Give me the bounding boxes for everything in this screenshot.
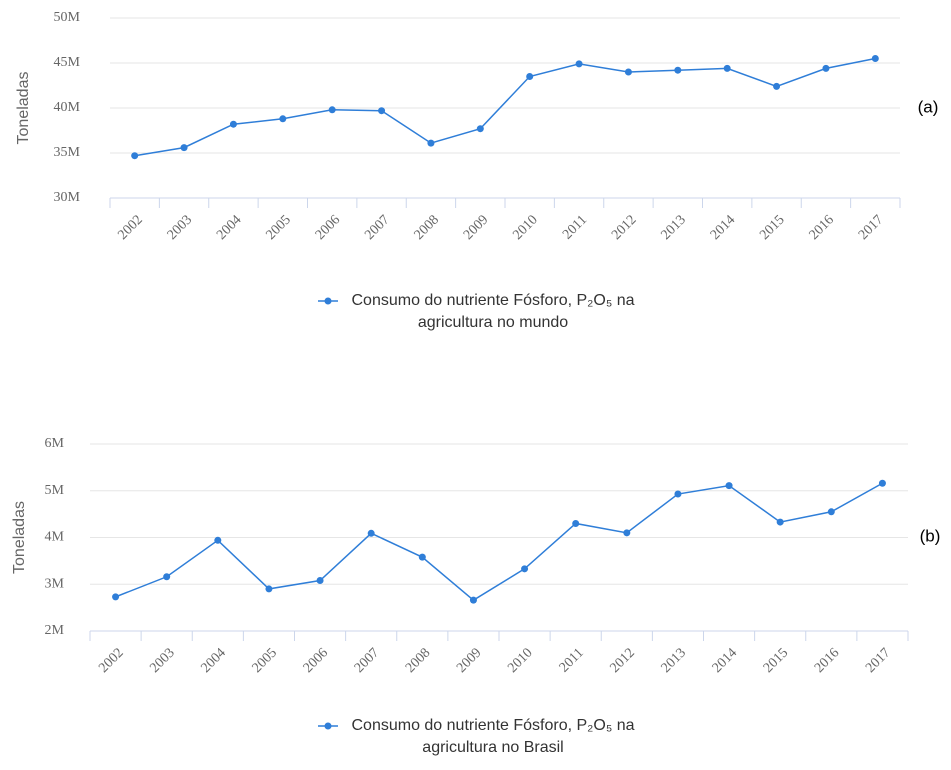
x-tick-label: 2004: [199, 645, 229, 675]
data-point: [265, 585, 273, 593]
x-tick-label: 2006: [301, 645, 331, 675]
data-point: [131, 152, 139, 160]
data-point: [575, 60, 583, 68]
y-tick-label: 3M: [45, 576, 65, 591]
x-tick-label: 2011: [557, 645, 587, 675]
legend-marker: [318, 297, 338, 305]
x-tick-label: 2011: [560, 212, 590, 242]
data-point: [328, 106, 336, 114]
y-axis-label: Toneladas: [15, 72, 32, 145]
data-point: [723, 64, 731, 72]
x-tick-label: 2007: [362, 212, 392, 242]
y-tick-label: 4M: [45, 530, 65, 545]
x-tick-label: 2014: [710, 645, 740, 675]
data-point: [427, 139, 435, 147]
data-point: [725, 482, 733, 490]
data-point: [822, 64, 830, 72]
data-point: [776, 518, 784, 526]
x-tick-label: 2016: [807, 212, 837, 242]
y-tick-label: 40M: [54, 100, 81, 115]
x-tick-label: 2007: [352, 645, 382, 675]
x-tick-label: 2009: [454, 645, 484, 675]
series-line: [115, 482, 883, 602]
data-point: [316, 577, 324, 585]
x-tick-label: 2008: [412, 212, 442, 242]
x-tick-label: 2008: [403, 645, 433, 675]
data-point: [674, 66, 682, 74]
data-point: [878, 479, 886, 487]
x-tick-label: 2002: [115, 212, 145, 242]
data-point: [773, 82, 781, 90]
data-point: [214, 536, 222, 544]
x-tick-label: 2002: [96, 645, 126, 675]
x-tick-label: 2006: [313, 212, 343, 242]
data-point: [624, 68, 632, 76]
x-tick-label: 2010: [510, 212, 540, 242]
x-tick-label: 2012: [608, 645, 638, 675]
data-point: [112, 593, 120, 601]
x-tick-label: 2015: [761, 645, 791, 675]
data-point: [279, 115, 287, 123]
data-point: [469, 596, 477, 604]
legend-dot: [324, 297, 332, 305]
legend-text: Consumo do nutriente Fósforo, P₂O₅ na ag…: [351, 292, 635, 331]
data-point: [526, 73, 534, 80]
y-tick-label: 2M: [45, 623, 65, 638]
x-tick-label: 2005: [250, 645, 280, 675]
data-point: [378, 107, 386, 115]
x-tick-label: 2016: [812, 645, 842, 675]
data-point: [827, 508, 835, 516]
y-tick-label: 50M: [54, 10, 81, 25]
data-point: [476, 125, 484, 133]
y-axis-label: Toneladas: [11, 501, 28, 574]
y-tick-label: 30M: [54, 190, 81, 205]
y-tick-label: 6M: [45, 436, 65, 451]
x-tick-label: 2005: [264, 212, 294, 242]
x-tick-label: 2012: [609, 212, 639, 242]
panel-label: (a): [918, 97, 939, 116]
legend: Consumo do nutriente Fósforo, P₂O₅ na ag…: [270, 290, 690, 334]
x-tick-label: 2013: [659, 212, 689, 242]
y-tick-label: 35M: [54, 145, 81, 160]
x-tick-label: 2014: [708, 212, 738, 242]
legend-text: Consumo do nutriente Fósforo, P₂O₅ na ag…: [351, 717, 635, 756]
x-tick-label: 2010: [505, 645, 535, 675]
x-tick-label: 2003: [165, 212, 195, 242]
panel-label: (b): [920, 526, 941, 545]
x-tick-label: 2013: [659, 645, 689, 675]
x-tick-label: 2015: [757, 212, 787, 242]
x-tick-label: 2009: [461, 212, 491, 242]
data-point: [229, 120, 237, 128]
data-point: [572, 519, 580, 527]
data-point: [521, 565, 529, 573]
x-tick-label: 2004: [214, 212, 244, 242]
y-tick-label: 5M: [45, 483, 65, 498]
data-point: [163, 573, 171, 581]
data-point: [367, 529, 375, 537]
x-tick-label: 2017: [856, 212, 886, 242]
data-point: [418, 553, 426, 561]
series-line: [134, 57, 876, 157]
x-tick-label: 2003: [147, 645, 177, 675]
legend-dot: [324, 722, 332, 730]
legend: Consumo do nutriente Fósforo, P₂O₅ na ag…: [270, 715, 690, 759]
legend-marker: [318, 722, 338, 730]
data-point: [180, 144, 188, 152]
data-point: [871, 55, 879, 62]
data-point: [623, 529, 631, 537]
x-tick-label: 2017: [863, 645, 893, 675]
data-point: [674, 490, 682, 498]
y-tick-label: 45M: [54, 55, 81, 70]
